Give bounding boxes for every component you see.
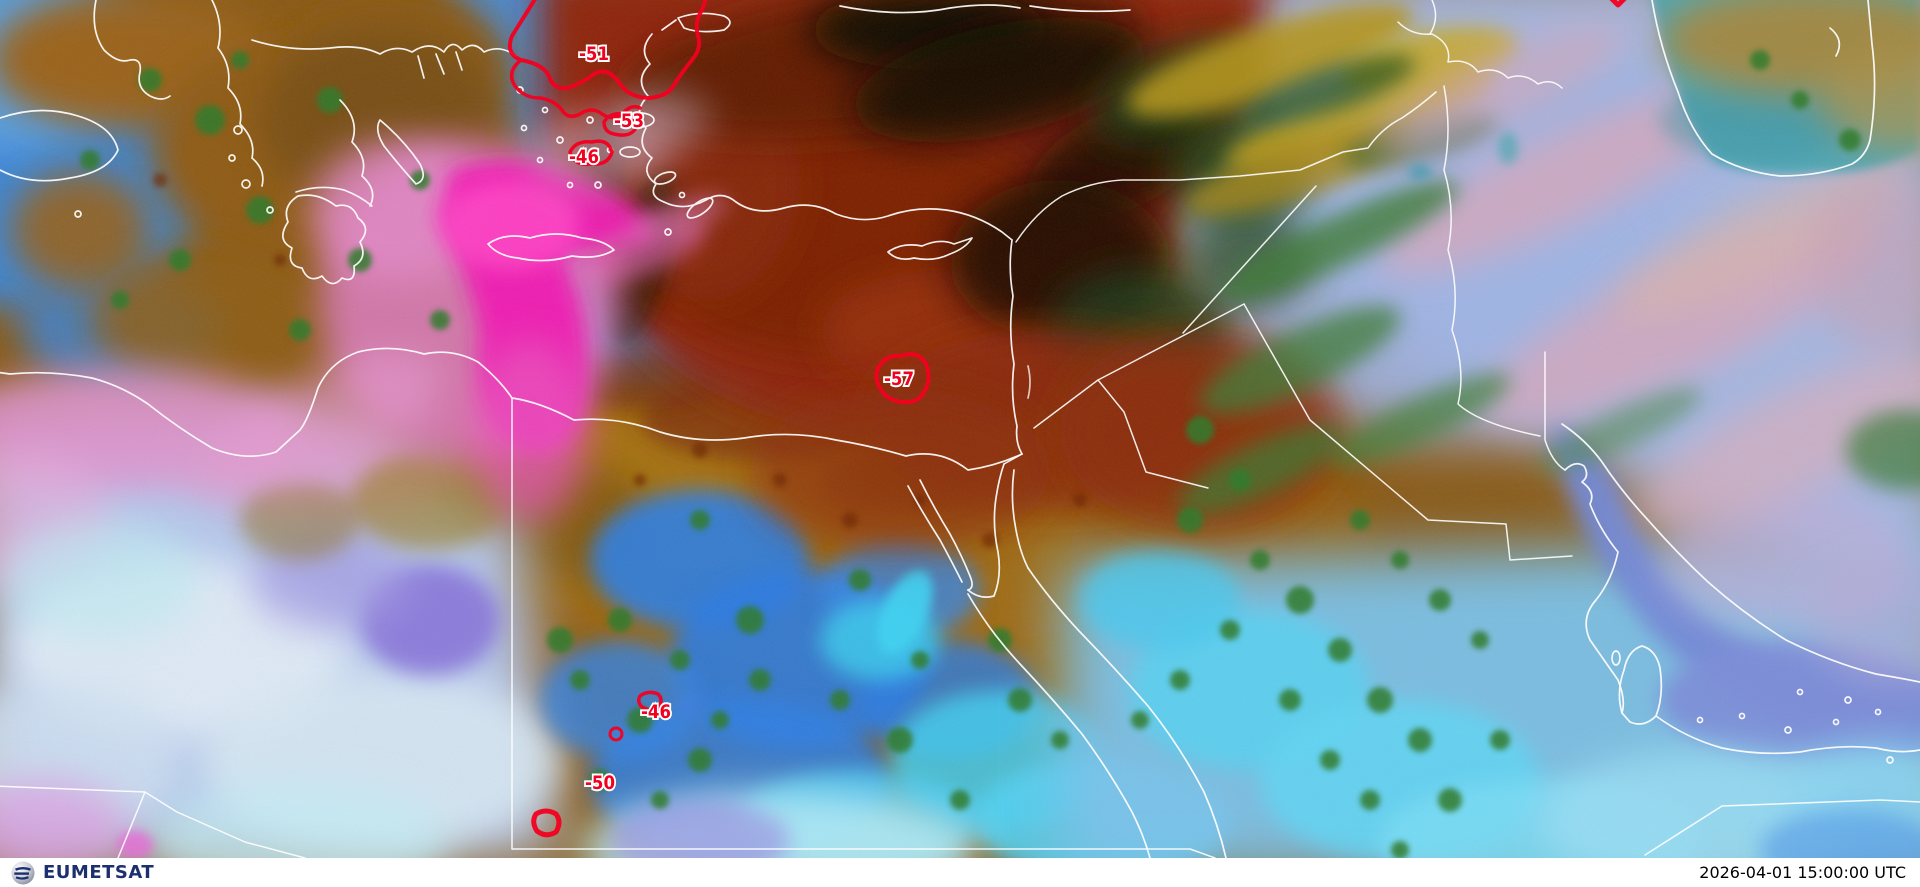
satellite-image: -51 -53 -46 -57 -46 -50	[0, 0, 1920, 858]
contour-label: -46	[641, 701, 671, 723]
grain-overlay	[0, 0, 1920, 858]
contour-overlay	[507, 0, 1627, 838]
eumetsat-globe-icon	[11, 861, 35, 884]
coastline-overlay	[0, 0, 1920, 858]
border-overlay	[0, 0, 1920, 858]
satellite-scene: -51 -53 -46 -57 -46 -50	[0, 0, 1920, 858]
contour-label: -51	[579, 43, 609, 65]
eumetsat-logo-text: EUMETSAT	[43, 862, 155, 883]
contour-label: -46	[569, 146, 599, 168]
eumetsat-logo: EUMETSAT	[10, 860, 154, 886]
contour-label: -57	[884, 368, 914, 390]
contour-labels: -51 -53 -46 -57 -46 -50	[567, 41, 916, 796]
footer-bar: EUMETSAT 2026-04-01 15:00:00 UTC	[0, 858, 1920, 887]
contour-label: -53	[614, 110, 644, 132]
contour-label: -50	[585, 772, 615, 794]
timestamp: 2026-04-01 15:00:00 UTC	[1699, 863, 1906, 882]
